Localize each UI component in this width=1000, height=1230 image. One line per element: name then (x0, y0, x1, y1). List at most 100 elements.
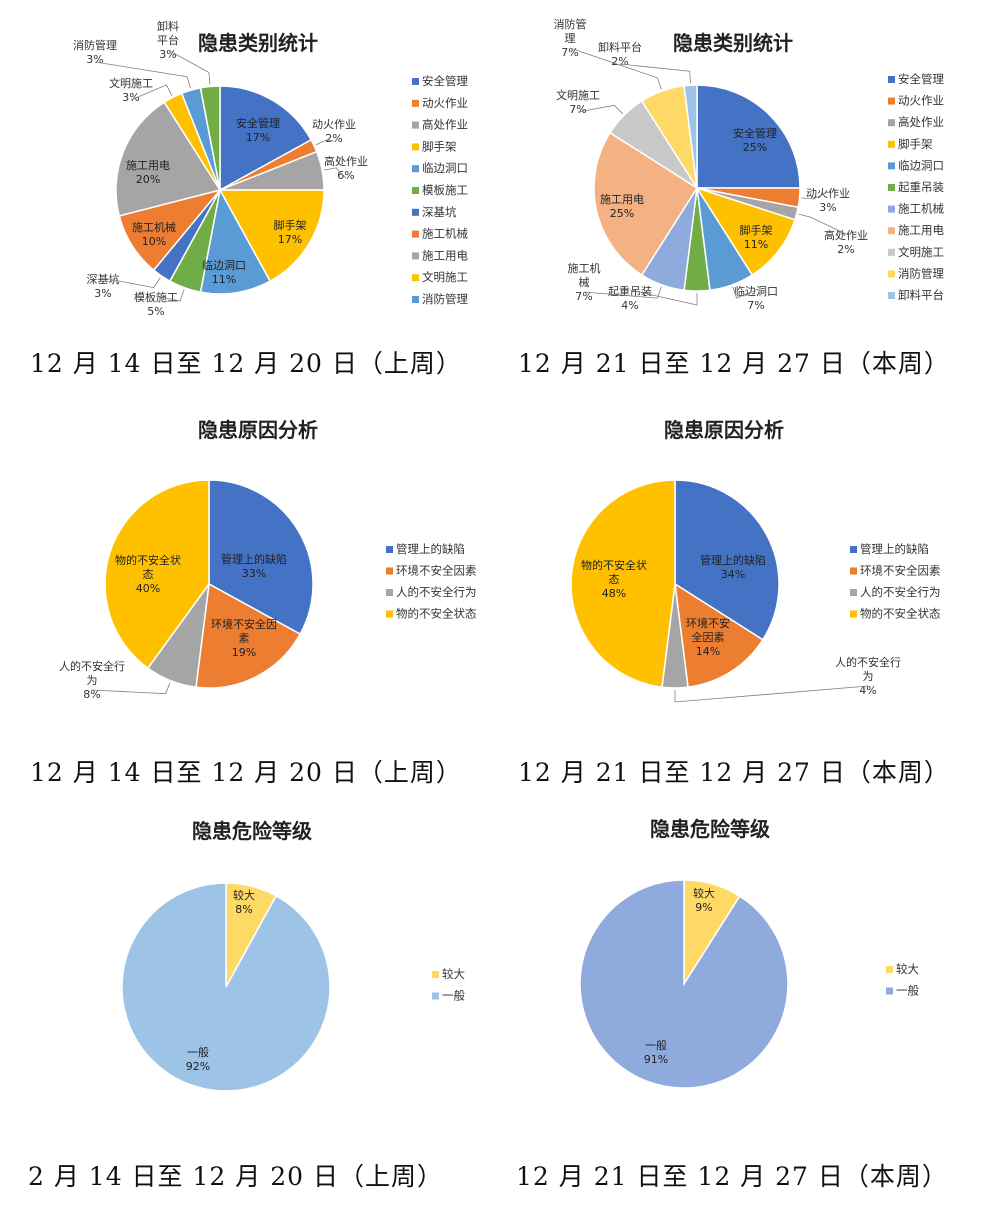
legend-label: 人的不安全行为 (396, 585, 477, 599)
caption-cause-this-week: 12 月 21 日至 12 月 27 日（本周） (518, 758, 950, 787)
legend-swatch (888, 248, 895, 256)
chart-title: 隐患危险等级 (650, 817, 770, 841)
legend-swatch (850, 589, 857, 596)
slice-name-label: 械 (579, 275, 590, 289)
pie-slice-1 (579, 879, 789, 1089)
leader-line (583, 286, 662, 299)
legend-label: 文明施工 (422, 270, 468, 284)
legend-label: 消防管理 (898, 266, 944, 280)
pie-slice-0 (208, 479, 314, 636)
pie-slice-8 (115, 101, 222, 217)
legend-swatch (412, 187, 419, 194)
pie-slice-4 (199, 187, 272, 295)
legend-label: 模板施工 (422, 183, 468, 197)
chart-title: 隐患危险等级 (192, 819, 312, 843)
leader-line (569, 47, 662, 90)
legend-label: 管理上的缺陷 (396, 542, 465, 556)
leader-line (155, 289, 185, 302)
pie-slice-0 (219, 85, 313, 192)
pie-svg: 隐患类别统计安全管理17%动火作业2%高处作业6%脚手架17%临边洞口11%模板… (73, 19, 468, 318)
slice-name-label: 物的不安全状 (115, 553, 181, 567)
slice-name-label: 理 (565, 32, 576, 45)
leader-line (324, 167, 347, 179)
slice-value-label: 34% (721, 568, 745, 581)
legend-swatch (386, 546, 393, 553)
legend-swatch (412, 121, 419, 129)
legend-swatch (888, 270, 895, 278)
slice-name-label: 人的不安全行 (59, 659, 125, 673)
slice-name-label: 较大 (233, 888, 255, 902)
slice-name-label: 态 (143, 568, 154, 581)
slice-name-label: 脚手架 (274, 218, 307, 232)
chart-title: 隐患原因分析 (198, 418, 318, 442)
slice-value-label: 20% (136, 173, 160, 186)
legend-swatch (412, 143, 419, 151)
slice-value-label: 2% (611, 55, 628, 68)
legend-label: 环境不安全因素 (396, 564, 477, 578)
chart-cause-last-week: 隐患原因分析 管理上的缺陷 33% 环境不安全因素 19% 人的不安全行为 8% 物的不安全状… (0, 410, 500, 730)
slice-name-label: 动火作业 (312, 118, 356, 131)
legend-label: 临边洞口 (422, 161, 468, 175)
legend-swatch (888, 76, 895, 83)
legend-swatch (850, 567, 857, 575)
slice-name-label: 模板施工 (134, 290, 178, 304)
legend-swatch (412, 99, 419, 107)
pie-slice-1 (121, 882, 331, 1092)
slice-name-label: 素 (239, 632, 250, 645)
leader-line (801, 191, 829, 200)
legend-label: 较大 (442, 967, 465, 981)
legend-label: 物的不安全状态 (860, 607, 941, 621)
slice-value-label: 40% (136, 582, 160, 595)
slice-name-label: 临边洞口 (202, 258, 246, 272)
legend-swatch (886, 966, 893, 973)
leader-line (732, 286, 757, 299)
legend-swatch (412, 252, 419, 260)
caption-category-this-week: 12 月 21 日至 12 月 27 日（本周） (518, 349, 950, 378)
leader-line (91, 682, 171, 695)
slice-name-label: 临边洞口 (734, 284, 778, 298)
slice-value-label: 17% (278, 233, 302, 246)
legend-swatch (850, 610, 857, 618)
legend-label: 起重吊装 (898, 180, 944, 194)
leader-line (94, 61, 191, 89)
chart-category-last-week: 隐患类别统计 安全管理 17% 动火作业 2% 高处作业 6% 脚手架 17% 临边洞口 11% 模板… (0, 0, 500, 330)
pie-slice-3 (695, 186, 796, 277)
slice-value-label: 6% (337, 169, 354, 182)
slice-label-0: 较大8% (233, 888, 255, 916)
slice-name-label: 文明施工 (556, 88, 600, 102)
chart-cause-this-week: 隐患原因分析 管理上的缺陷 34% 环境不安 全因素 14% 人的不安全行为 4% 物的不安全状… (500, 410, 1000, 730)
slice-value-label: 3% (159, 48, 176, 61)
leader-line (130, 84, 173, 101)
legend-label: 安全管理 (898, 72, 944, 86)
leader-line (619, 63, 691, 84)
slice-name-label: 较大 (693, 886, 715, 900)
legend-swatch (412, 296, 419, 303)
chart-title: 隐患类别统计 (198, 31, 318, 55)
pie-slice-10 (683, 84, 698, 189)
legend-label: 文明施工 (898, 245, 944, 259)
leader-line (167, 49, 211, 85)
legend-label: 动火作业 (898, 94, 944, 108)
slice-name-label: 文明施工 (109, 76, 153, 90)
chart-risk-level-this-week: 隐患危险等级 较大 9% 一般 91% 较大 一般 (500, 810, 1000, 1130)
slice-value-label: 3% (86, 53, 103, 66)
pie-slice-3 (218, 189, 325, 283)
legend-swatch (888, 292, 895, 299)
slice-value-label: 14% (696, 645, 720, 658)
legend-swatch (412, 274, 419, 282)
slice-value-label: 25% (743, 141, 767, 154)
legend-swatch (412, 78, 419, 85)
legend-label: 施工机械 (422, 227, 468, 241)
legend-label: 一般 (896, 984, 919, 998)
